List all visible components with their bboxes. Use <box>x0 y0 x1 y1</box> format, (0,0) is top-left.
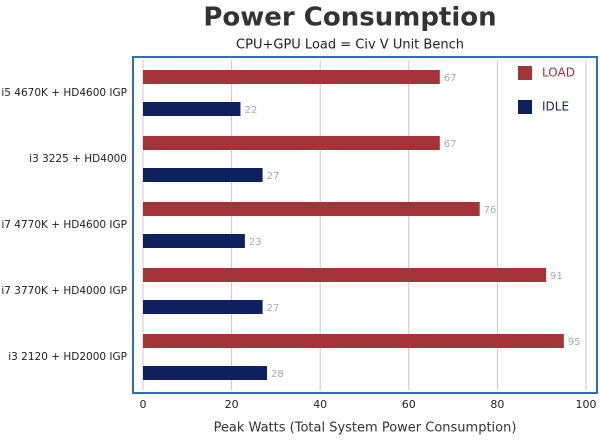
bar <box>143 268 547 282</box>
bar <box>143 234 245 248</box>
y-tick-label: i7 4770K + HD4600 IGP <box>1 219 127 231</box>
bar <box>143 136 440 150</box>
y-tick-label: i3 2120 + HD2000 IGP <box>8 351 127 363</box>
legend-swatch <box>518 100 532 114</box>
legend-label: LOAD <box>542 66 575 80</box>
y-tick-label: i7 3770K + HD4000 IGP <box>1 285 127 297</box>
value-label: 22 <box>244 105 257 116</box>
legend-swatch <box>518 66 532 80</box>
value-label: 28 <box>271 369 284 380</box>
value-label: 91 <box>550 271 563 282</box>
legend-label: IDLE <box>542 100 569 114</box>
bar <box>143 366 268 380</box>
value-label: 67 <box>444 139 457 150</box>
x-tick-label: 0 <box>140 398 147 411</box>
x-tick-label: 60 <box>402 398 416 411</box>
plot-frame <box>132 56 598 394</box>
x-tick-label: 40 <box>313 398 327 411</box>
bar <box>143 334 564 348</box>
value-label: 95 <box>568 337 581 348</box>
chart-title: Power Consumption <box>203 3 496 33</box>
value-label: 27 <box>267 303 280 314</box>
bar <box>143 102 241 116</box>
x-tick-label: 20 <box>225 398 239 411</box>
value-label: 23 <box>249 237 262 248</box>
bar <box>143 70 440 84</box>
value-label: 27 <box>267 171 280 182</box>
bar <box>143 168 263 182</box>
value-label: 76 <box>484 205 497 216</box>
x-tick-label: 80 <box>490 398 504 411</box>
x-tick-label: 100 <box>576 398 597 411</box>
y-tick-label: i3 3225 + HD4000 <box>29 153 127 165</box>
bar <box>143 202 480 216</box>
value-label: 67 <box>444 73 457 84</box>
chart-subtitle: CPU+GPU Load = Civ V Unit Bench <box>236 38 464 53</box>
y-tick-label: i5 4670K + HD4600 IGP <box>1 87 127 99</box>
bar <box>143 300 263 314</box>
x-axis-label: Peak Watts (Total System Power Consumpti… <box>214 421 517 436</box>
